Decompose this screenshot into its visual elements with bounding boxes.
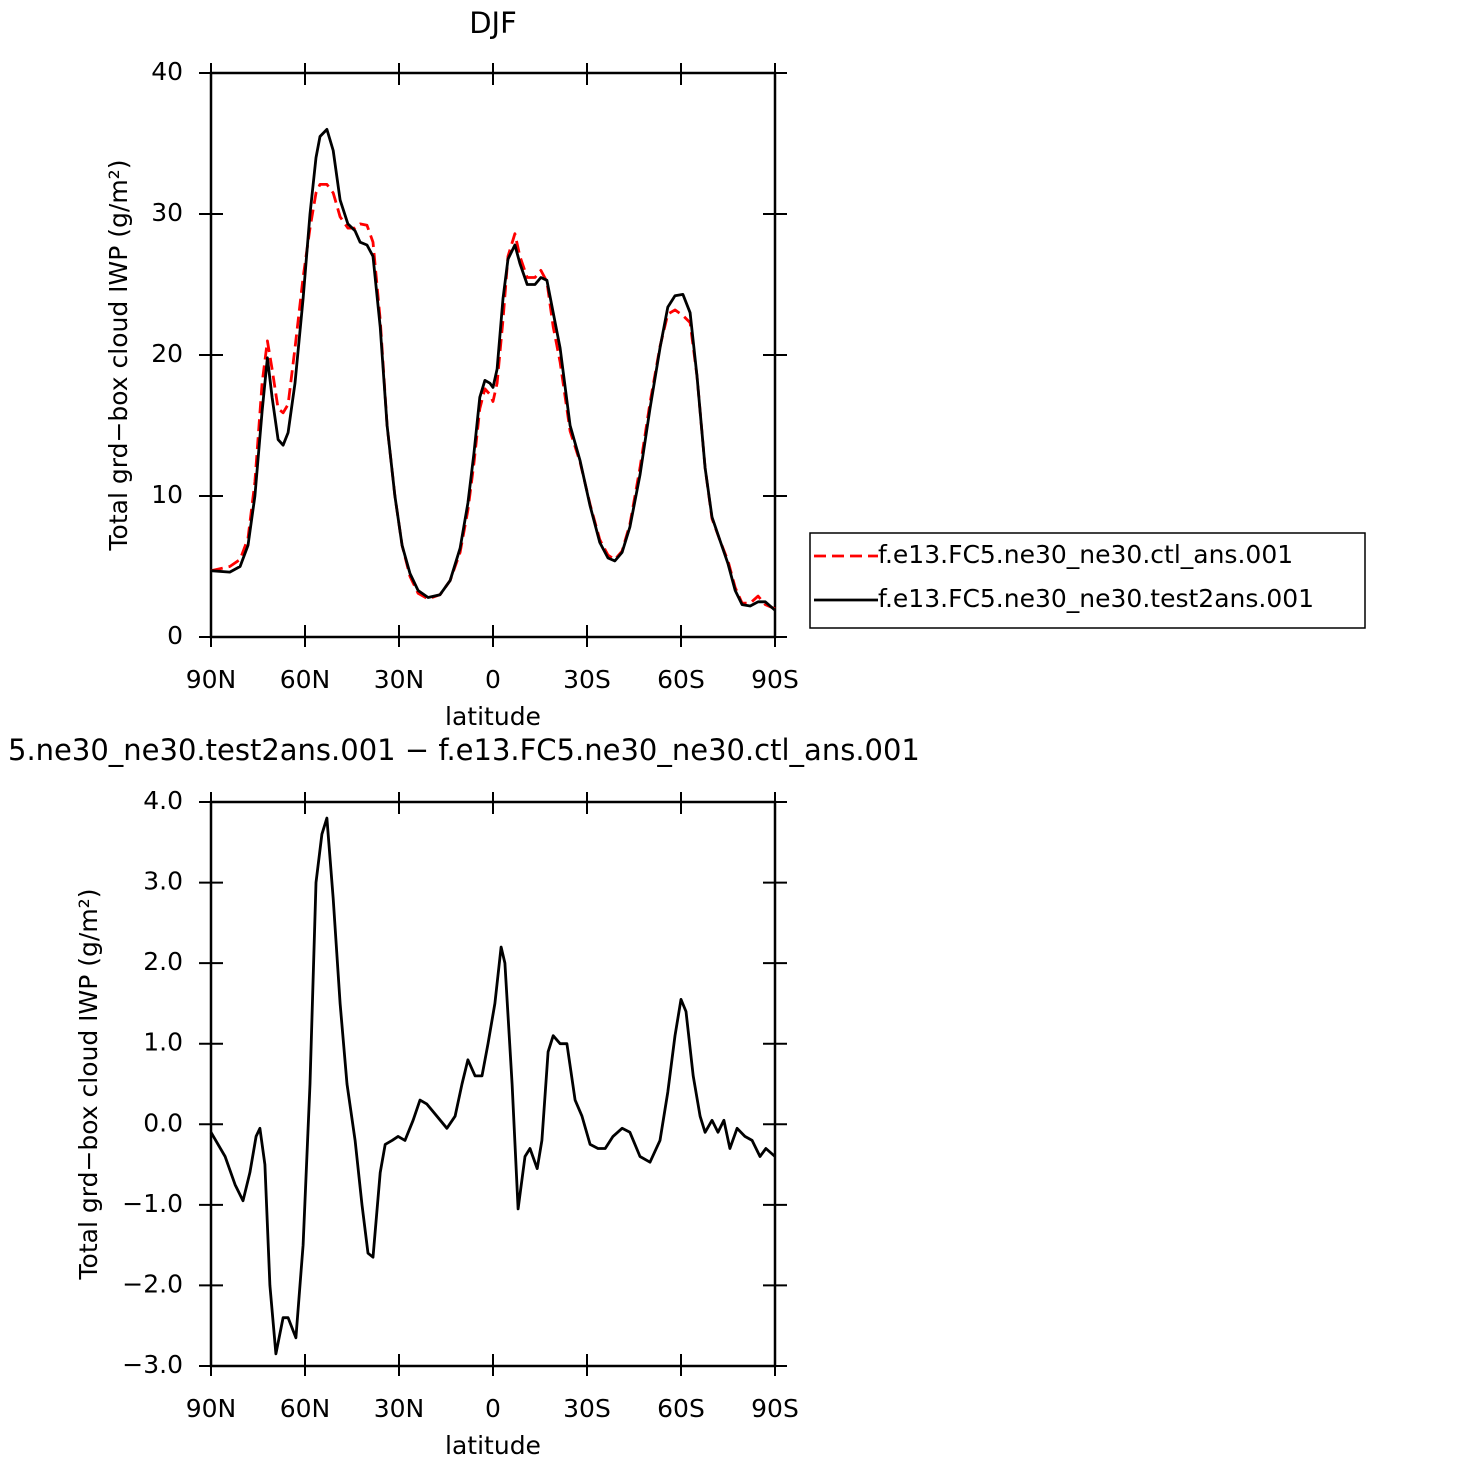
y-tick-label: 0.0 xyxy=(143,1108,183,1137)
x-tick-label: 30S xyxy=(563,665,611,694)
x-tick-label: 30N xyxy=(374,1394,425,1423)
plot-frame xyxy=(209,800,777,1368)
data-line xyxy=(210,127,776,612)
x-tick-label: 60N xyxy=(280,1394,331,1423)
y-tick-label: 3.0 xyxy=(143,867,183,896)
y-axis-label: Total grd−box cloud IWP (g/m²) xyxy=(74,889,103,1281)
data-line xyxy=(210,182,776,611)
x-tick-label: 60N xyxy=(280,665,331,694)
y-axis-label: Total grd−box cloud IWP (g/m²) xyxy=(104,160,133,552)
chart-title: DJF xyxy=(469,6,517,40)
x-tick-label: 90N xyxy=(186,665,237,694)
y-tick-label: −1.0 xyxy=(122,1189,183,1218)
x-tick-label: 60S xyxy=(657,665,705,694)
x-axis-label: latitude xyxy=(445,702,541,731)
y-tick-label: 0 xyxy=(167,621,183,650)
x-tick-label: 90S xyxy=(751,665,799,694)
legend-label: f.e13.FC5.ne30_ne30.test2ans.001 xyxy=(878,584,1314,613)
data-line xyxy=(209,816,776,1356)
x-axis-label: latitude xyxy=(445,1431,541,1460)
y-tick-label: −2.0 xyxy=(122,1269,183,1298)
y-tick-label: 40 xyxy=(151,57,183,86)
legend-box xyxy=(809,532,1366,629)
x-tick-label: 60S xyxy=(657,1394,705,1423)
x-tick-label: 30S xyxy=(563,1394,611,1423)
y-tick-label: −3.0 xyxy=(122,1350,183,1379)
chart-title: 5.ne30_ne30.test2ans.001 − f.e13.FC5.ne3… xyxy=(8,733,920,767)
x-tick-label: 0 xyxy=(485,665,501,694)
y-tick-label: 4.0 xyxy=(143,786,183,815)
x-tick-label: 90S xyxy=(751,1394,799,1423)
plot-frame xyxy=(209,71,777,639)
y-tick-label: 20 xyxy=(151,339,183,368)
y-tick-label: 30 xyxy=(151,198,183,227)
x-tick-label: 30N xyxy=(374,665,425,694)
x-tick-label: 90N xyxy=(186,1394,237,1423)
legend-label: f.e13.FC5.ne30_ne30.ctl_ans.001 xyxy=(878,540,1293,569)
y-tick-label: 10 xyxy=(151,480,183,509)
y-tick-label: 1.0 xyxy=(143,1028,183,1057)
y-tick-label: 2.0 xyxy=(143,947,183,976)
x-tick-label: 0 xyxy=(485,1394,501,1423)
